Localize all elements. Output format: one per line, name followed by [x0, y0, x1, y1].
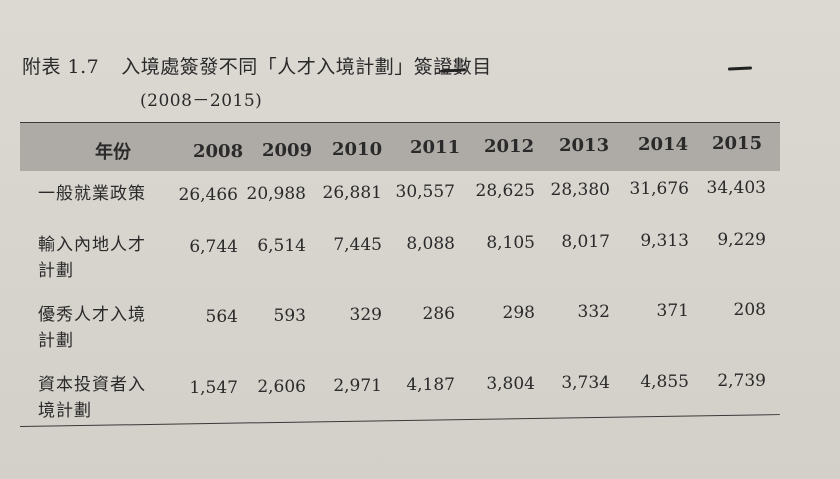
table-cell: 8,105: [486, 233, 535, 253]
table-cell: 1,547: [189, 378, 238, 398]
table-cell: 20,988: [246, 184, 306, 204]
table-cell: 30,557: [395, 182, 455, 202]
table-cell: 3,734: [561, 373, 610, 393]
table-cell: 9,313: [640, 231, 689, 251]
table-cell: 371: [656, 301, 689, 321]
row-label-line: 境計劃: [38, 401, 92, 421]
table-cell: 31,676: [629, 179, 689, 199]
table-title: 入境處簽發不同「人才入境計劃」簽證數目: [121, 56, 492, 78]
table-cell: 4,855: [640, 372, 689, 392]
row-label-line: 計劃: [38, 261, 74, 281]
table-header-band: [20, 122, 780, 171]
ink-mark: [727, 66, 753, 71]
row-label: 一般就業政策: [38, 181, 146, 207]
table-cell: 298: [502, 303, 535, 323]
table-cell: 34,403: [706, 178, 766, 198]
table-number: 附表 1.7: [22, 56, 100, 78]
row-label: 輸入內地人才 計劃: [38, 232, 146, 284]
table-cell: 28,380: [550, 180, 610, 200]
header-year: 2008: [193, 141, 244, 162]
table-cell: 286: [422, 304, 455, 324]
table-cell: 593: [273, 306, 306, 326]
header-year: 2010: [332, 139, 383, 160]
table-cell: 26,881: [322, 183, 382, 203]
header-year: 2011: [410, 137, 461, 158]
row-label: 資本投資者入 境計劃: [38, 372, 146, 424]
table-cell: 28,625: [475, 181, 535, 201]
header-year: 2012: [484, 136, 535, 157]
table-cell: 6,514: [257, 236, 306, 256]
row-label-line: 一般就業政策: [38, 184, 146, 204]
table-subtitle: (2008－2015): [140, 91, 263, 111]
table-cell: 26,466: [178, 185, 238, 205]
table-cell: 7,445: [333, 235, 382, 255]
header-year-label: 年份: [95, 142, 131, 163]
header-year: 2014: [638, 134, 689, 155]
table-caption: 附表 1.7 入境處簽發不同「人才入境計劃」簽證數目: [22, 52, 492, 79]
table-cell: 6,744: [189, 237, 238, 257]
row-label-line: 優秀人才入境: [38, 305, 146, 325]
header-year: 2013: [559, 135, 610, 156]
row-label-line: 資本投資者入: [38, 375, 146, 395]
row-label: 優秀人才入境 計劃: [38, 302, 146, 354]
table-cell: 8,017: [561, 232, 610, 252]
table-cell: 329: [349, 305, 382, 325]
row-label-line: 輸入內地人才: [38, 235, 146, 255]
table-cell: 3,804: [486, 374, 535, 394]
table-cell: 332: [577, 302, 610, 322]
table-cell: 2,971: [333, 376, 382, 396]
table-cell: 9,229: [717, 230, 766, 250]
table-cell: 208: [733, 300, 766, 320]
row-label-line: 計劃: [38, 331, 74, 351]
table-cell: 4,187: [406, 375, 455, 395]
table-cell: 564: [205, 307, 238, 327]
header-year: 2015: [712, 133, 763, 154]
table-cell: 2,606: [257, 377, 306, 397]
header-year: 2009: [262, 140, 313, 161]
table-cell: 8,088: [406, 234, 455, 254]
table-cell: 2,739: [717, 371, 766, 391]
